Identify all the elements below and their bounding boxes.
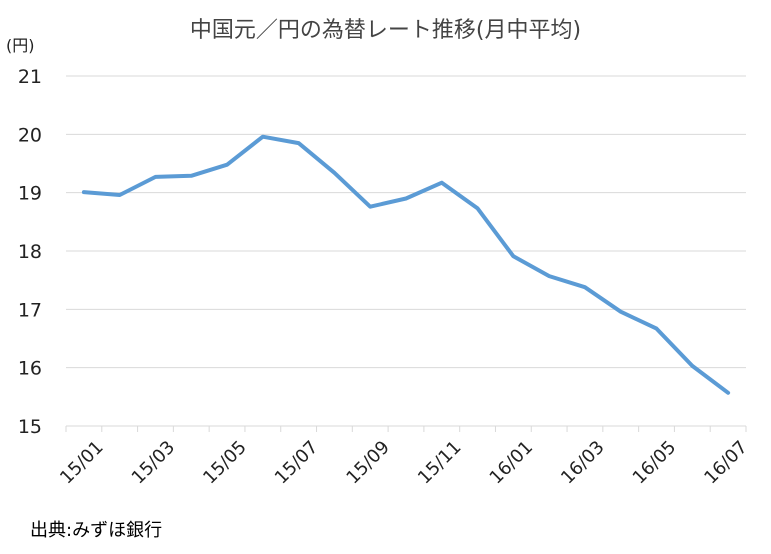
x-tick-label: 15/11 (414, 437, 466, 489)
y-tick-label: 18 (18, 241, 42, 263)
y-tick-label: 19 (18, 183, 42, 205)
chart-title: 中国元／円の為替レート推移(月中平均) (189, 18, 582, 43)
x-tick-label: 16/05 (629, 437, 681, 489)
x-tick-label: 15/09 (342, 437, 394, 489)
x-tick-label: 15/03 (128, 437, 180, 489)
series-line (81, 134, 731, 395)
x-tick-label: 15/07 (271, 437, 323, 489)
y-unit-label: (円) (6, 36, 35, 55)
x-tick-label: 16/03 (557, 437, 609, 489)
source-note: 出典:みずほ銀行 (30, 520, 163, 541)
x-tick-label: 16/01 (486, 437, 538, 489)
x-tick-label: 16/07 (700, 437, 752, 489)
x-tick-label: 15/05 (199, 437, 251, 489)
y-tick-label: 15 (18, 416, 42, 438)
x-tick-label: 15/01 (56, 437, 108, 489)
y-tick-label: 16 (18, 358, 42, 380)
y-tick-label: 21 (18, 66, 42, 88)
y-tick-label: 20 (18, 124, 42, 146)
y-tick-label: 17 (18, 299, 42, 321)
